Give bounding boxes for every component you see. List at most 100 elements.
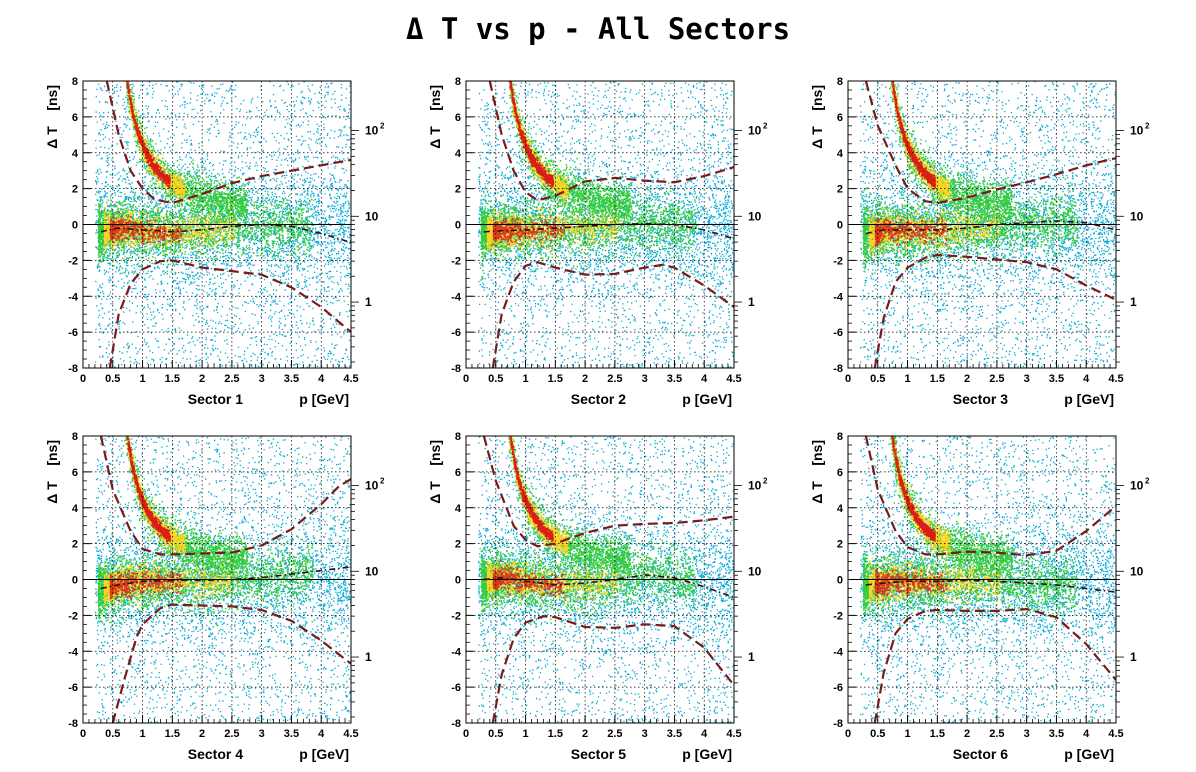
y-tick-label: -4 [833,291,844,303]
x-tick-label: 1 [904,728,910,740]
y-tick-label: -2 [833,255,843,267]
y-tick-label: -6 [68,327,78,339]
y-tick-label: 6 [837,112,843,124]
x-tick-label: 2 [582,728,588,740]
z-tick-label: 1 [748,295,755,309]
y-tick-label: -6 [833,327,843,339]
y-tick-label: 6 [837,467,843,479]
y-tick-label: -2 [451,610,461,622]
z-tick-exponent: 2 [763,122,768,131]
x-tick-label: 1 [904,373,910,385]
z-tick-label: 10 [748,479,762,493]
y-tick-label: -8 [833,718,843,730]
x-tick-label: 3.5 [667,373,682,385]
plot-area [466,0,735,369]
y-tick-label: 2 [72,184,78,196]
y-tick-label: -4 [833,646,844,658]
x-tick-label: 4 [1083,728,1090,740]
y-tick-label: -4 [68,291,79,303]
y-tick-label: 4 [72,503,79,515]
y-tick-label: -2 [68,255,78,267]
x-tick-label: 0 [80,728,86,740]
y-tick-label: -8 [451,718,461,730]
x-tick-label: 0.5 [488,373,503,385]
x-tick-label: 3 [642,373,648,385]
x-tick-label: 0 [845,373,851,385]
y-tick-label: 4 [837,148,844,160]
y-tick-label: 8 [837,76,843,88]
y-axis-label: Δ T [ns] [809,440,825,504]
x-axis-label: p [GeV] [1064,746,1114,762]
x-tick-label: 0 [80,373,86,385]
z-tick-label: 10 [365,479,379,493]
x-tick-label: 1.5 [930,728,945,740]
y-tick-label: -2 [68,610,78,622]
x-tick-label: 4.5 [1108,728,1123,740]
y-tick-label: -6 [451,682,461,694]
x-tick-label: 2.5 [224,728,239,740]
x-tick-label: 3 [259,728,265,740]
y-tick-label: -8 [451,363,461,375]
y-tick-label: -6 [451,327,461,339]
x-tick-label: 2 [199,373,205,385]
x-tick-label: 4.5 [343,728,358,740]
y-tick-label: 0 [837,220,843,232]
plot-area [848,0,1117,369]
y-tick-label: -8 [68,718,78,730]
x-tick-label: 3 [259,373,265,385]
x-tick-label: 4 [318,373,325,385]
y-tick-label: 2 [455,184,461,196]
x-tick-label: 0 [463,373,469,385]
x-tick-label: 4.5 [343,373,358,385]
plot-area [83,284,352,724]
x-tick-label: 2 [582,373,588,385]
y-tick-label: 4 [72,148,79,160]
y-tick-label: -2 [833,610,843,622]
x-tick-label: 1.5 [165,728,180,740]
sector-label: Sector 1 [188,391,243,407]
x-tick-label: 2.5 [607,728,622,740]
y-tick-label: 8 [72,431,78,443]
x-axis-label: p [GeV] [682,391,732,407]
x-tick-label: 4 [318,728,325,740]
lower-cut-curve [875,255,1116,368]
x-tick-label: 1.5 [548,373,563,385]
y-tick-label: 0 [72,575,78,587]
z-tick-label: 10 [1130,479,1144,493]
y-tick-label: 0 [72,220,78,232]
x-tick-label: 3 [1024,728,1030,740]
x-tick-label: 0.5 [105,728,120,740]
z-tick-label: 1 [1130,650,1137,664]
y-tick-label: 6 [72,467,78,479]
lower-cut-curve [875,609,1116,723]
y-tick-label: 4 [455,503,462,515]
plot-area [83,0,352,369]
z-tick-label: 1 [1130,295,1137,309]
z-tick-exponent: 2 [380,122,385,131]
x-tick-label: 2.5 [989,373,1004,385]
z-tick-label: 10 [365,564,379,578]
z-tick-exponent: 2 [1145,122,1150,131]
x-tick-label: 3 [642,728,648,740]
sector-label: Sector 3 [953,391,1008,407]
x-tick-label: 3.5 [284,728,299,740]
z-tick-label: 1 [365,295,372,309]
x-tick-label: 4.5 [1108,373,1123,385]
y-tick-label: 2 [837,539,843,551]
x-tick-label: 2.5 [989,728,1004,740]
x-tick-label: 3.5 [1049,373,1064,385]
y-tick-label: -4 [451,291,462,303]
sector-label: Sector 6 [953,746,1008,762]
z-tick-label: 10 [748,209,762,223]
y-tick-label: 0 [455,220,461,232]
x-tick-label: 4 [701,373,708,385]
y-tick-label: 8 [72,76,78,88]
x-tick-label: 0.5 [105,373,120,385]
y-tick-label: 4 [455,148,462,160]
y-tick-label: -4 [451,646,462,658]
x-tick-label: 3.5 [1049,728,1064,740]
